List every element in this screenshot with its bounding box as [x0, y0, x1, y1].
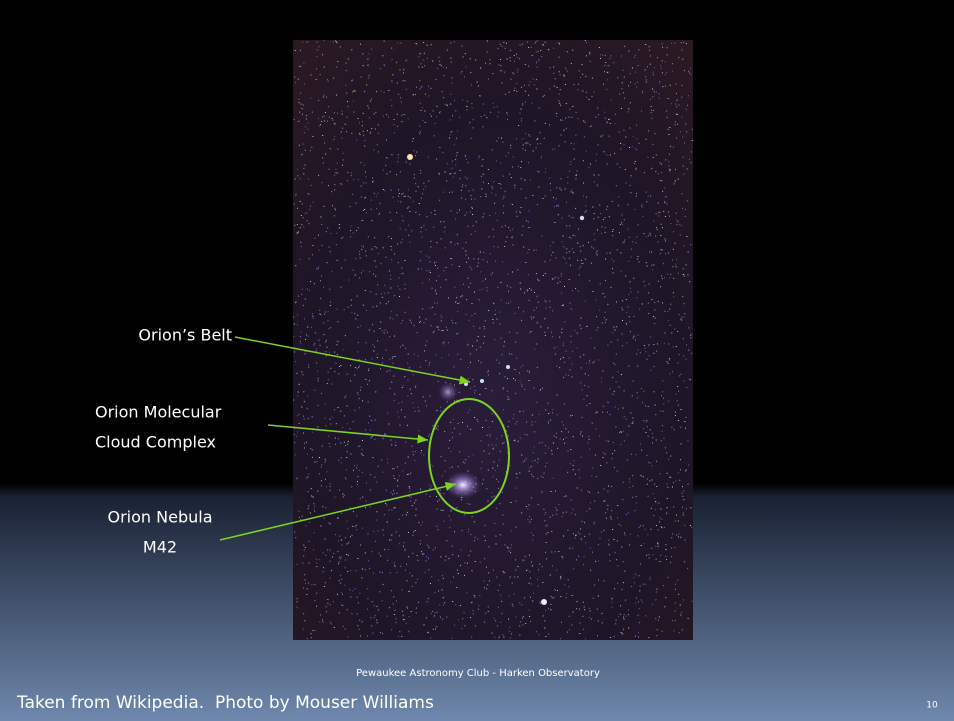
star [541, 599, 547, 605]
stars [293, 42, 692, 639]
label: Orion Molecular [95, 403, 222, 422]
sky [293, 40, 693, 640]
photo [293, 39, 693, 640]
star [480, 379, 484, 383]
caption: Taken from Wikipedia. Photo by Mouser Wi… [16, 693, 434, 713]
star [506, 365, 510, 369]
stars [293, 39, 693, 639]
star [579, 215, 585, 221]
arrow [234, 336, 471, 385]
arrow [219, 482, 457, 541]
nebula-glow [438, 382, 458, 402]
stars [293, 41, 693, 640]
page-number: 10 [926, 701, 938, 711]
stars [293, 39, 693, 640]
label: Orion Nebula [108, 508, 213, 527]
star [407, 154, 413, 160]
highlight-ellipse [428, 398, 510, 514]
star [464, 382, 468, 386]
arrow [267, 424, 429, 444]
label: Orion’s Belt [138, 326, 232, 345]
starfield [293, 39, 693, 640]
label: M42 [143, 538, 177, 557]
footer: Pewaukee Astronomy Club - Harken Observa… [356, 668, 600, 679]
label: Cloud Complex [95, 433, 216, 452]
nebula-glow [445, 471, 481, 499]
